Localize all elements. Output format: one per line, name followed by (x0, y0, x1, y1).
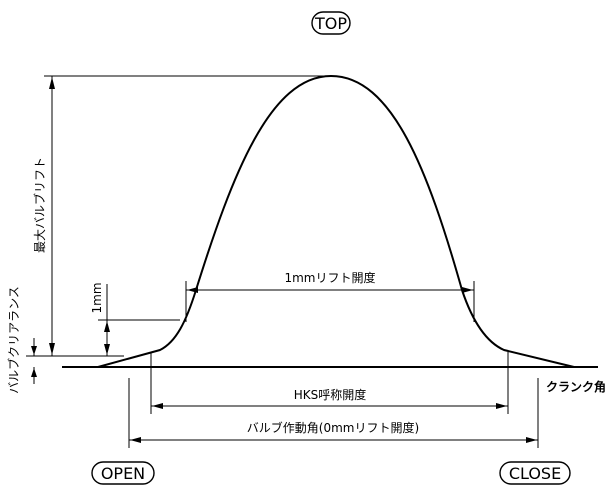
close-marker: CLOSE (499, 461, 571, 485)
max-valve-lift-dimension: 最大バルブリフト (32, 75, 331, 356)
one-mm-duration-arrow-left (187, 287, 198, 293)
max-valve-lift-label: 最大バルブリフト (32, 157, 47, 253)
valve-duration-arrow-left (130, 437, 141, 443)
open-marker: OPEN (91, 461, 155, 485)
one-mm-duration-arrow-right (462, 287, 473, 293)
close-label: CLOSE (509, 464, 561, 483)
valve-clearance-dimension: バルブクリアランス (6, 286, 124, 394)
max-lift-arrow-top (49, 77, 55, 89)
close-bubble-outline (499, 461, 571, 485)
one-mm-dimension: 1mm (90, 282, 180, 356)
valve-clearance-label: バルブクリアランス (6, 286, 21, 394)
max-lift-arrow-bottom (49, 343, 55, 355)
one-mm-arrow-bottom (104, 344, 110, 355)
one-mm-arrow-top (104, 321, 110, 332)
one-mm-lift-duration-dimension: 1mmリフト開度 (185, 270, 475, 322)
valve-duration-dimension: バルブ作動角(0mmリフト開度) (128, 378, 539, 448)
clearance-arrow-upper (31, 346, 37, 355)
one-mm-label: 1mm (90, 282, 104, 313)
open-bubble-outline (91, 461, 155, 485)
valve-duration-label: バルブ作動角(0mmリフト開度) (247, 420, 419, 435)
hks-nominal-duration-label: HKS呼称開度 (294, 387, 367, 402)
top-label: TOP (314, 14, 347, 33)
crank-angle-label: クランク角 (546, 379, 606, 394)
top-marker: TOP (311, 11, 351, 35)
hks-duration-arrow-left (152, 403, 163, 409)
valve-duration-arrow-right (526, 437, 537, 443)
one-mm-lift-duration-label: 1mmリフト開度 (284, 270, 375, 285)
top-bubble-outline (311, 11, 351, 35)
hks-nominal-duration-dimension: HKS呼称開度 (150, 352, 509, 414)
clearance-arrow-lower (31, 368, 37, 377)
valve-lift-curve (97, 74, 575, 368)
open-label: OPEN (101, 464, 145, 483)
hks-duration-arrow-right (496, 403, 507, 409)
